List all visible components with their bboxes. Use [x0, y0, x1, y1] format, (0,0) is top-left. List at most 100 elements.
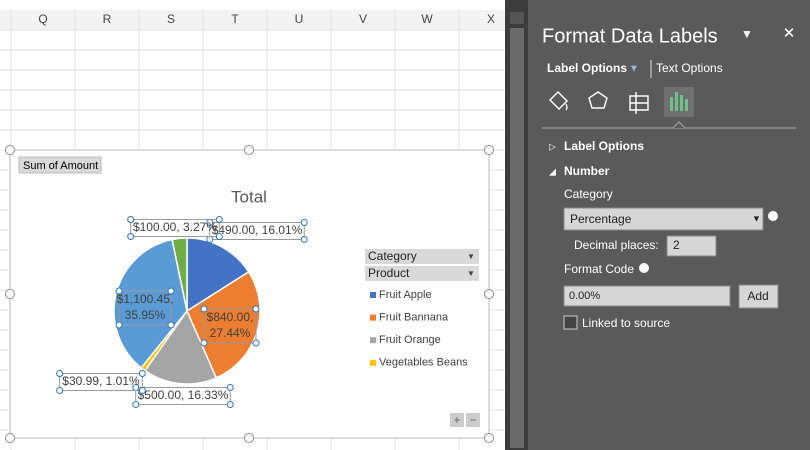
selection-handle[interactable]	[138, 387, 146, 394]
legend-swatch	[370, 314, 376, 321]
selection-handle[interactable]	[300, 219, 308, 226]
chart-handle[interactable]	[5, 433, 15, 443]
legend-label: Fruit Bannana	[379, 312, 449, 324]
chart-handle[interactable]	[5, 145, 15, 155]
selection-handle[interactable]	[115, 321, 123, 329]
selection-handle[interactable]	[56, 387, 64, 394]
pie-slice	[113, 238, 188, 369]
chart-handle[interactable]	[244, 145, 254, 155]
legend-field-arrow: ▼	[467, 269, 475, 278]
chart-title: Total	[231, 187, 267, 206]
dropdown-arrow: ▼	[752, 213, 761, 223]
chart-handle[interactable]	[484, 145, 494, 155]
selection-handle[interactable]	[167, 287, 175, 295]
chart-handle[interactable]	[244, 433, 254, 443]
selection-handle[interactable]	[215, 216, 223, 223]
pie-slice	[143, 309, 218, 385]
panel-title: Format Data Labels	[542, 25, 718, 47]
selection-handle[interactable]	[200, 305, 208, 313]
pie-slice	[186, 237, 250, 313]
legend-swatch	[370, 292, 376, 298]
column-header: R	[103, 12, 112, 26]
legend-swatch	[370, 359, 376, 366]
input[interactable]	[563, 285, 731, 307]
selection-handle[interactable]	[138, 370, 146, 377]
size-icon[interactable]	[629, 92, 649, 114]
column-header: X	[487, 12, 495, 26]
data-label-box	[118, 290, 172, 326]
data-label: $500.00, 16.33%	[138, 388, 229, 402]
expand-button[interactable]	[450, 413, 464, 427]
selection-handle[interactable]	[200, 339, 208, 347]
selection-handle[interactable]	[300, 236, 308, 243]
chart-handle[interactable]	[5, 289, 15, 299]
selection-handle[interactable]	[226, 401, 234, 408]
column-header: Q	[38, 12, 47, 26]
selection-handle[interactable]	[115, 287, 123, 295]
legend-field-label: Product	[368, 266, 410, 280]
tab[interactable]: Text Options	[656, 61, 723, 75]
chart-options-icon	[670, 92, 688, 111]
panel-close[interactable]: ✕	[783, 25, 796, 42]
collapse-button[interactable]	[466, 413, 480, 427]
checkbox[interactable]	[563, 315, 578, 330]
effects-icon[interactable]	[588, 91, 608, 109]
scroll-up[interactable]	[510, 12, 524, 24]
panel-menu[interactable]: ▼	[741, 27, 753, 41]
selection-handle[interactable]	[167, 321, 175, 329]
legend-field-arrow: ▼	[467, 252, 475, 261]
selection-handle[interactable]	[252, 339, 260, 347]
button[interactable]	[738, 284, 779, 309]
info-icon[interactable]	[639, 263, 649, 273]
chart-handle[interactable]	[484, 433, 494, 443]
label: Format Code	[564, 262, 634, 276]
divider-notch	[672, 121, 686, 129]
label: Decimal places:	[574, 238, 659, 252]
data-label: $100.00, 3.27%	[133, 220, 217, 234]
panel-icons	[549, 91, 649, 114]
legend-field-button[interactable]	[365, 266, 479, 281]
button-label: Add	[747, 289, 768, 303]
field-button[interactable]	[18, 156, 102, 174]
column-header: U	[295, 12, 304, 26]
input[interactable]	[666, 235, 717, 257]
pie-slice	[171, 237, 188, 312]
selection-handle[interactable]	[215, 233, 223, 240]
fill-icon[interactable]	[549, 91, 568, 111]
selection-handle[interactable]	[56, 370, 64, 377]
selection-handle[interactable]	[206, 236, 214, 243]
legend-label: Vegetables Beans	[379, 357, 468, 369]
data-label: $30.99, 1.01%	[62, 374, 140, 388]
selection-handle[interactable]	[132, 401, 140, 408]
selection-handle[interactable]	[127, 233, 135, 240]
selection-handle[interactable]	[226, 384, 234, 391]
tab[interactable]: Label Options	[547, 61, 627, 75]
info-icon[interactable]	[768, 211, 778, 221]
input-value: 2	[673, 238, 680, 252]
tab-dropdown[interactable]: ▼	[629, 64, 639, 75]
data-label-box	[135, 387, 231, 405]
expander[interactable]: ◢	[549, 166, 556, 176]
column-header: T	[231, 12, 239, 26]
selection-handle[interactable]	[252, 305, 260, 313]
dropdown[interactable]	[563, 207, 764, 231]
data-label-box	[59, 373, 143, 391]
field-button-label: Sum of Amount	[23, 160, 98, 172]
data-label: $1,100.45, 35.95%	[117, 292, 174, 322]
selected-tab[interactable]	[664, 87, 694, 117]
input-value: 0.00%	[569, 290, 600, 302]
section[interactable]: Number	[564, 164, 610, 178]
section[interactable]: Label Options	[564, 139, 644, 153]
legend-field-label: Category	[368, 249, 417, 263]
scroll-thumb[interactable]	[510, 28, 524, 448]
column-header-bar	[0, 10, 505, 30]
chart-handle[interactable]	[484, 289, 494, 299]
legend-field-button[interactable]	[365, 249, 479, 264]
checkbox-label: Linked to source	[582, 316, 670, 330]
collapse-icon: −	[469, 413, 476, 427]
expander[interactable]: ▷	[549, 141, 556, 151]
dropdown-value: Percentage	[570, 212, 632, 226]
selection-handle[interactable]	[127, 216, 135, 223]
